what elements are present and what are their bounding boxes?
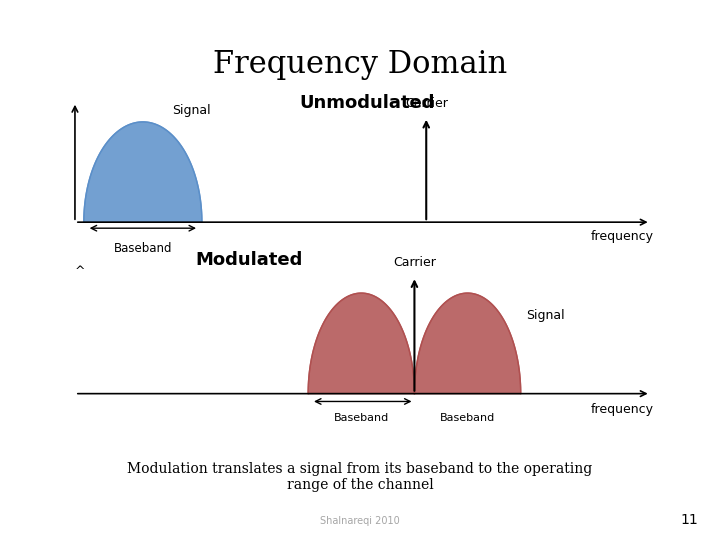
Text: frequency: frequency [590, 403, 654, 416]
Text: Modulated: Modulated [195, 251, 303, 268]
Text: Baseband: Baseband [440, 413, 495, 423]
Polygon shape [84, 122, 202, 222]
Text: Baseband: Baseband [114, 242, 172, 255]
Text: 11: 11 [680, 512, 698, 526]
Text: ^: ^ [75, 265, 86, 278]
Polygon shape [308, 293, 415, 394]
Text: Baseband: Baseband [333, 413, 389, 423]
Text: Unmodulated: Unmodulated [300, 94, 435, 112]
Text: Signal: Signal [172, 104, 211, 117]
Text: Shalnareqi 2010: Shalnareqi 2010 [320, 516, 400, 526]
Text: frequency: frequency [590, 230, 654, 243]
Text: Carrier: Carrier [393, 255, 436, 268]
Text: Frequency Domain: Frequency Domain [213, 49, 507, 79]
Text: Modulation translates a signal from its baseband to the operating
range of the c: Modulation translates a signal from its … [127, 462, 593, 492]
Polygon shape [415, 293, 521, 394]
Text: Signal: Signal [526, 309, 565, 322]
Text: Carrier: Carrier [405, 97, 448, 110]
